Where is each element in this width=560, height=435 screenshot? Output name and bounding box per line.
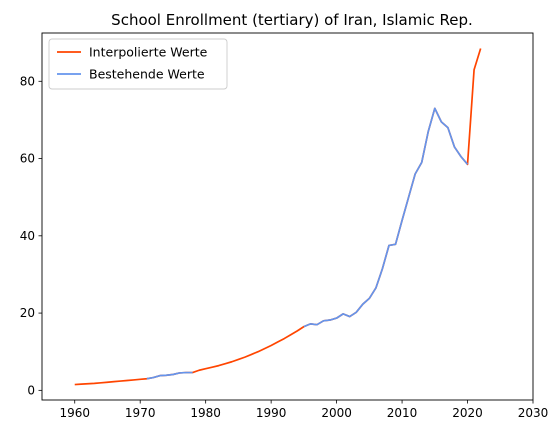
legend-label-existing: Bestehende Werte [89,67,205,82]
x-tick-label: 1970 [125,406,156,420]
x-tick-label: 1960 [59,406,90,420]
y-axis: 0 20 40 60 80 [20,74,42,397]
legend: Interpolierte Werte Bestehende Werte [48,38,228,90]
y-tick-label: 60 [20,152,35,166]
y-tick-label: 40 [20,229,35,243]
y-tick-label: 20 [20,306,35,320]
x-tick-label: 2000 [321,406,352,420]
y-tick-label: 0 [27,383,35,397]
x-tick-label: 2020 [452,406,483,420]
x-tick-label: 2030 [518,406,549,420]
series-line-interpolated [74,48,482,386]
legend-box [48,38,228,90]
x-tick-label: 2010 [387,406,418,420]
y-tick-label: 80 [20,74,35,88]
x-tick-label: 1980 [190,406,221,420]
x-tick-label: 1990 [256,406,287,420]
x-axis: 1960 1970 1980 1990 2000 2010 2020 2030 [59,400,548,420]
legend-label-interpolated: Interpolierte Werte [89,45,208,60]
series-line-existing [303,107,469,328]
plot-lines [74,48,482,386]
series-line-existing [146,371,193,380]
plot-frame [41,32,534,401]
chart-title: School Enrollment (tertiary) of Iran, Is… [111,11,473,29]
